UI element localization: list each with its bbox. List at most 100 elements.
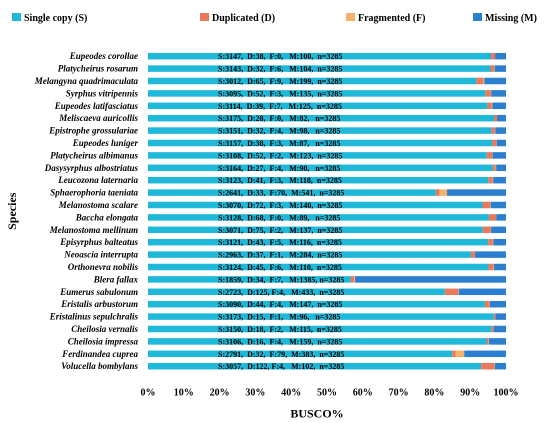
bar-value-label: S:3071, D:75, F:2, M:137, n=3285 <box>218 226 342 235</box>
bar-value-label: S:3070, D:72, F:3, M:140, n=3285 <box>218 201 342 210</box>
bar-fragmented-f-platycheirus-rosarum <box>494 65 495 72</box>
species-label: Sphaerophoria taeniata <box>50 188 138 198</box>
bar-fragmented-f-melangyna-quadrimaculata <box>483 77 485 85</box>
bar-missing-m-eupeodes-luniger <box>496 139 506 147</box>
bar-single-copy-s-eumerus-sabulonum <box>148 288 445 296</box>
bar-missing-m-melangyna-quadrimaculata <box>484 77 506 85</box>
bar-value-label: S:3108, D:52, F:2, M:123, n=3285 <box>218 151 342 160</box>
bar-single-copy-s-orthonevra-nobilis <box>148 263 489 271</box>
bar-value-label: S:3095, D:52, F:3, M:135, n=3285 <box>218 89 342 98</box>
species-label: Eupeodes corollae <box>69 51 138 61</box>
bar-value-label: S:3106, D:16, F:4, M:159, n=3285 <box>218 337 342 346</box>
bar-single-copy-s-neoascia-interrupta <box>148 251 471 258</box>
legend-label-duplicated-d: Duplicated (D) <box>212 13 275 24</box>
bar-single-copy-s-platycheirus-rosarum <box>148 65 491 72</box>
bar-duplicated-d-leucozona-laternaria <box>488 176 493 184</box>
species-label: Eumerus sabulonum <box>59 287 138 297</box>
bar-value-label: S:3121, D:43, F:5, M:116, n=3285 <box>218 238 342 247</box>
bar-missing-m-cheilosia-vernalis <box>493 325 506 333</box>
x-tick-labels: 0% 10% 20% 30% 40% 50% 60% 70% 80% 90% 100% <box>141 387 519 398</box>
bar-value-label: S:3123, D:41, F:3, M:118, n=3285 <box>218 176 342 185</box>
bar-duplicated-d-melangyna-quadrimaculata <box>476 77 484 85</box>
bar-value-label: S:3173, D:15, F:1, M:96, n=3285 <box>218 313 340 322</box>
species-label: Eristalinus sepulchralis <box>49 312 139 322</box>
legend-label-missing-m: Missing (M) <box>485 13 537 24</box>
bar-single-copy-s-meliscaeva-auricollis <box>148 114 495 122</box>
species-label: Leucozona laternaria <box>57 175 138 185</box>
legend-swatch-duplicated-d <box>200 13 209 21</box>
species-label: Eristalis arbustorum <box>60 299 138 309</box>
species-label: Ferdinandea cuprea <box>61 349 138 359</box>
bar-single-copy-s-platycheirus-albimanus <box>148 152 487 159</box>
x-axis-label: BUSCO% <box>290 406 343 420</box>
bar-single-copy-s-eristalis-arbustorum <box>148 300 485 308</box>
bar-single-copy-s-melanostoma-scalare <box>148 201 483 209</box>
bar-duplicated-d-eupeodes-corollae <box>490 52 496 60</box>
bar-value-label: S:3057, D:122, F:4, M:102, n=3285 <box>218 362 344 371</box>
legend: Single copy (S) Duplicated (D) Fragmented … <box>12 13 537 24</box>
bar-duplicated-d-eristalis-arbustorum <box>484 300 490 308</box>
bar-single-copy-s-melangyna-quadrimaculata <box>148 77 477 85</box>
legend-label-single-copy-s: Single copy (S) <box>24 13 87 24</box>
bar-duplicated-d-baccha-elongata <box>488 214 497 221</box>
species-labels: Eupeodes corollae Platycheirus rosarum Mel… <box>34 51 139 371</box>
x-tick-8: 80% <box>424 387 444 398</box>
x-tick-9: 90% <box>460 387 480 398</box>
bar-value-label: S:3150, D:18, F:2, M:115, n=3285 <box>218 325 342 334</box>
bar-single-copy-s-sphaerophoria-taeniata <box>148 189 436 196</box>
bar-duplicated-d-orthonevra-nobilis <box>488 263 494 271</box>
bar-value-label: S:2963, D:37, F:1, M:284, n=3285 <box>218 251 342 260</box>
bar-value-label: S:2641, D:33, F:70, M:541, n=3285 <box>218 189 344 198</box>
bar-value-label: S:3128, D:68, F:0, M:89, n=3285 <box>218 213 340 222</box>
bar-duplicated-d-melanostoma-scalare <box>482 201 491 209</box>
bar-missing-m-eristalinus-sepulchralis <box>495 313 506 320</box>
bar-single-copy-s-baccha-elongata <box>148 214 489 221</box>
bar-duplicated-d-eumerus-sabulonum <box>444 288 459 296</box>
bar-value-label: S:3012, D:65, F:9, M:199, n=3285 <box>218 77 342 86</box>
bar-missing-m-eupeodes-corollae <box>495 52 506 60</box>
species-label: Episyrphus balteatus <box>59 237 138 247</box>
bar-fragmented-f-orthonevra-nobilis <box>493 263 495 271</box>
bar-missing-m-orthonevra-nobilis <box>494 263 506 271</box>
bar-missing-m-sphaerophoria-taeniata <box>447 189 506 196</box>
bar-single-copy-s-cheilosia-vernalis <box>148 325 492 333</box>
legend-swatch-fragmented-f <box>346 13 355 21</box>
bar-single-copy-s-syrphus-vitripennis <box>148 90 486 97</box>
species-label: Baccha elongata <box>75 212 139 222</box>
bar-fragmented-f-ferdinandea-cuprea <box>455 350 465 358</box>
x-tick-10: 100% <box>494 387 519 398</box>
species-label: Orthonevra nobilis <box>68 262 139 272</box>
species-label: Cheilosia impressa <box>68 336 139 346</box>
bar-value-label: S:3151, D:32, F:4, M:98, n=3285 <box>218 127 340 136</box>
bar-missing-m-episyrphus-balteatus <box>493 238 506 246</box>
x-tick-3: 30% <box>245 387 265 398</box>
bar-duplicated-d-episyrphus-balteatus <box>488 238 493 246</box>
bar-duplicated-d-dasysyrphus-albostriatus <box>492 164 496 172</box>
bar-duplicated-d-eupeodes-luniger <box>492 139 497 147</box>
bar-single-copy-s-eupeodes-luniger <box>148 139 493 147</box>
x-tick-0: 0% <box>141 387 156 398</box>
species-label: Melangyna quadrimaculata <box>34 76 139 86</box>
x-tick-7: 70% <box>389 387 409 398</box>
bar-missing-m-eristalis-arbustorum <box>489 300 506 308</box>
bar-single-copy-s-leucozona-laternaria <box>148 176 489 184</box>
bar-missing-m-melanostoma-mellinum <box>491 226 506 234</box>
bar-missing-m-eumerus-sabulonum <box>458 288 506 296</box>
species-label: Meliscaeva auricollis <box>58 113 138 123</box>
bar-single-copy-s-dasysyrphus-albostriatus <box>148 164 493 172</box>
bar-single-copy-s-volucella-bombylans <box>148 362 482 370</box>
bar-value-label: S:3164, D:27, F:4, M:90, n=3285 <box>218 164 340 173</box>
bar-fragmented-f-eupeodes-latifasciatus <box>491 102 493 110</box>
bar-value-label: S:3175, D:28, F:0, M:82, n=3285 <box>218 114 340 123</box>
species-label: Eupeodes luniger <box>72 138 139 148</box>
bar-missing-m-platycheirus-albimanus <box>492 152 506 159</box>
species-label: Melanostoma mellinum <box>49 225 138 235</box>
bar-missing-m-ferdinandea-cuprea <box>464 350 506 358</box>
bars <box>148 52 506 370</box>
species-label: Neoascia interrupta <box>63 250 138 260</box>
bar-missing-m-platycheirus-rosarum <box>494 65 506 72</box>
bar-missing-m-melanostoma-scalare <box>490 201 506 209</box>
bar-single-copy-s-eristalinus-sepulchralis <box>148 313 494 320</box>
x-tick-4: 40% <box>281 387 301 398</box>
